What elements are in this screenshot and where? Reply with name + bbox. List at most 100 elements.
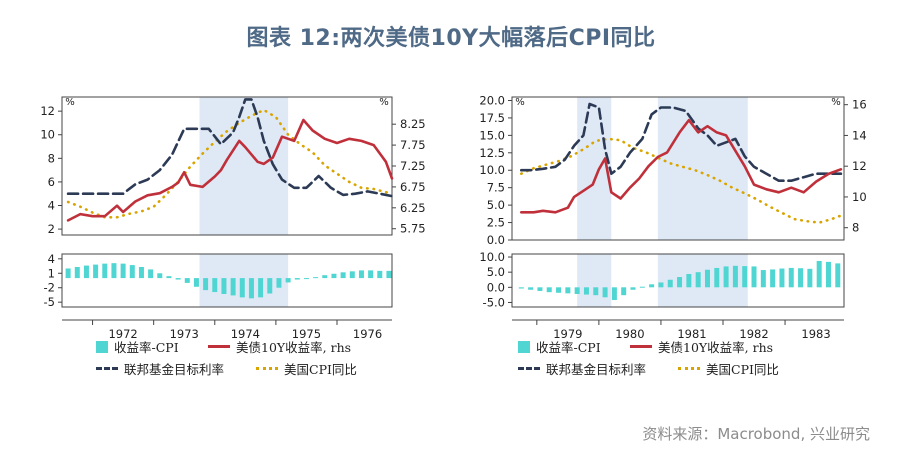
legend-label: 联邦基金目标利率	[546, 362, 647, 377]
y-left-tick-label: 10	[40, 128, 55, 142]
x-tick-label: 1973	[170, 327, 199, 341]
spread-bar	[537, 287, 543, 291]
spread-bar	[74, 267, 80, 279]
spread-bar	[770, 269, 776, 288]
y-left-unit: %	[65, 97, 75, 108]
spread-bar	[340, 272, 346, 279]
shaded-period-lower	[577, 254, 612, 307]
spread-bar	[825, 261, 831, 288]
y-bottom-tick-label: -5	[44, 295, 55, 309]
spread-bar	[798, 268, 804, 288]
y-left-tick-label: 17.5	[479, 111, 505, 125]
spread-bar	[166, 276, 172, 279]
y-right-tick-label: 6.25	[400, 201, 426, 215]
y-right-tick-label: 6.75	[400, 180, 426, 194]
x-tick-label: 1982	[739, 327, 768, 341]
legend-label: 联邦基金目标利率	[124, 362, 225, 377]
y-left-tick-label: 4	[48, 199, 55, 213]
y-right-unit: %	[379, 97, 389, 108]
spread-bar	[157, 273, 163, 279]
y-left-tick-label: 12	[40, 104, 55, 118]
spread-bar	[138, 267, 144, 279]
lower-plot-frame	[511, 253, 845, 308]
spread-bar	[129, 265, 135, 279]
x-tick-label: 1975	[292, 327, 321, 341]
left-chart-panel: 2 4 6 8 10 12% 5.75 6.25 6.75 7.25 7.75 8.25% 4 1 -2 -5…	[18, 75, 458, 415]
right-chart: 0.0 2.5 5.0 7.5 10.0 12.5 15.0 17.5 20.0 % 8 10 12 14…	[479, 93, 867, 341]
spread-bar	[239, 278, 245, 298]
y-left-tick-label: 15.0	[479, 128, 505, 142]
spread-bar	[248, 278, 254, 299]
legend-swatch-dashed	[518, 367, 540, 370]
legend-label: 美国CPI同比	[706, 362, 779, 377]
spread-bar	[732, 265, 738, 288]
y-right-tick-label: 7.75	[400, 138, 426, 152]
spread-bar	[203, 278, 209, 291]
y-right-tick-label: 10	[852, 190, 867, 204]
spread-bar	[294, 278, 300, 280]
legend-item-yield: 美债10Y收益率, rhs	[630, 337, 773, 356]
spread-bar	[386, 270, 392, 279]
spread-bar	[93, 264, 99, 279]
us10y-yield-line	[520, 118, 843, 214]
spread-bar	[667, 279, 673, 288]
x-tick-label: 1974	[231, 327, 260, 341]
spread-bar	[221, 278, 227, 294]
legend-swatch-line	[208, 345, 230, 348]
y-left-tick-label: 2	[48, 222, 55, 236]
x-tick-label: 1979	[553, 327, 582, 341]
spread-bar	[695, 272, 701, 288]
cpi-yoy-line	[520, 137, 843, 224]
spread-bar	[760, 270, 766, 288]
y-left-tick-label: 8	[48, 151, 55, 165]
spread-bar	[258, 278, 264, 298]
spread-bar	[565, 287, 571, 294]
spread-bar	[835, 263, 841, 288]
spread-bar	[368, 270, 374, 279]
y-right-tick-label: 16	[852, 98, 867, 112]
legend-swatch-bar	[96, 340, 108, 353]
spread-bar	[742, 266, 748, 288]
shaded-period-upper	[657, 97, 748, 240]
legend-item-fedfunds: 联邦基金目标利率	[96, 359, 224, 378]
y-bottom-tick-label: -2	[44, 281, 55, 295]
y-left-tick-label: 5.0	[487, 198, 505, 212]
y-right-unit: %	[831, 97, 841, 108]
x-tick-label: 1980	[615, 327, 644, 341]
spread-bar	[621, 287, 627, 296]
legend-item-cpi: 美国CPI同比	[678, 359, 779, 378]
spread-bar	[267, 278, 273, 294]
spread-bar	[658, 282, 664, 288]
legend-item-yield: 美债10Y收益率, rhs	[208, 337, 351, 356]
y-right-tick-label: 7.25	[400, 159, 426, 173]
spread-bar	[528, 287, 534, 290]
x-tick-label: 1981	[677, 327, 706, 341]
legend-item-cpi: 美国CPI同比	[256, 359, 357, 378]
spread-bar	[148, 269, 154, 279]
spread-bar	[175, 278, 181, 280]
y-left-tick-label: 12.5	[479, 146, 505, 160]
x-tick-label: 1983	[801, 327, 830, 341]
spread-bar	[723, 266, 729, 288]
y-bottom-tick-label: 10.0	[479, 250, 505, 264]
left-chart: 24681012%5.756.256.757.257.758.25%41-2-5…	[40, 96, 426, 341]
spread-bar	[102, 263, 108, 279]
spread-bar	[630, 287, 636, 290]
spread-bar	[83, 265, 89, 279]
spread-bar	[714, 267, 720, 288]
y-bottom-tick-label: 5.0	[487, 265, 505, 279]
spread-bar	[583, 287, 589, 295]
spread-bar	[212, 278, 218, 293]
x-tick-label: 1976	[353, 327, 382, 341]
y-right-tick-label: 14	[852, 128, 867, 142]
spread-bar	[313, 277, 319, 279]
chart-title: 图表 12:两次美债10Y大幅落后CPI同比	[246, 26, 656, 51]
legend-item-spread: 收益率-CPI	[518, 337, 601, 356]
spread-bar	[276, 278, 282, 288]
y-right-tick-label: 12	[852, 159, 867, 173]
fed-funds-target-line	[66, 98, 394, 198]
y-bottom-tick-label: 1	[48, 266, 55, 280]
fed-funds-target-line	[520, 102, 843, 182]
spread-bar	[686, 273, 692, 288]
y-left-tick-label: 6	[48, 175, 55, 189]
